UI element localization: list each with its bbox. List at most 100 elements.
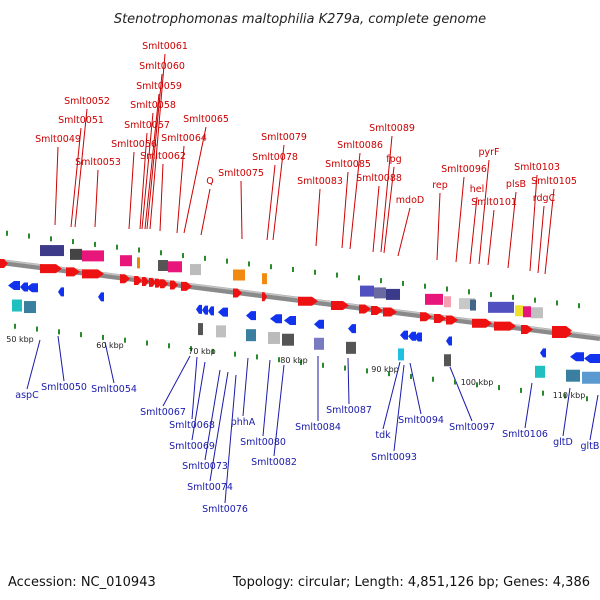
gene-label-gltb: gltB <box>581 441 600 452</box>
leader-smlt0062 <box>159 163 164 232</box>
feature-block <box>24 301 36 314</box>
leader-smlt0097 <box>449 366 473 422</box>
leader-smlt0101 <box>487 209 495 266</box>
feature-block <box>314 337 324 350</box>
feature-block <box>566 369 580 382</box>
scale-label: 80 kbp <box>280 356 308 365</box>
feature-block <box>246 329 256 342</box>
feature-block <box>535 365 545 378</box>
leader-smlt0079 <box>272 144 285 241</box>
leader-lines <box>26 53 599 504</box>
upper-tick <box>292 266 294 272</box>
reverse-gene-arrow <box>584 353 600 363</box>
leader-smlt0082 <box>273 364 285 457</box>
lower-tick <box>542 390 544 396</box>
reverse-gene-arrow <box>196 304 202 314</box>
accession-text: Accession: NC_010943 <box>8 575 156 590</box>
leader-smlt0078 <box>266 164 276 241</box>
upper-tick <box>248 261 250 267</box>
gene-label-fpg: fpg <box>386 154 401 165</box>
leader-smlt0076 <box>224 374 237 504</box>
feature-block <box>198 323 203 336</box>
gene-label-smlt0101: Smlt0101 <box>471 197 517 208</box>
gene-label-smlt0088: Smlt0088 <box>356 173 402 184</box>
forward-gene-arrow <box>160 279 168 289</box>
feature-block <box>216 325 226 338</box>
gene-label-aspc: aspC <box>15 390 39 401</box>
leader-smlt0093 <box>393 364 405 452</box>
gene-label-rdgc: rdgC <box>533 193 556 204</box>
gene-label-q: Q <box>206 176 213 187</box>
lower-tick <box>256 354 258 360</box>
reverse-gene-arrow <box>246 311 256 321</box>
lower-tick <box>410 373 412 379</box>
gene-label-smlt0060: Smlt0060 <box>139 61 185 72</box>
lower-tick <box>564 393 566 399</box>
gene-label-smlt0051: Smlt0051 <box>58 115 104 126</box>
reverse-gene-arrow <box>98 292 104 302</box>
leader-smlt0054 <box>104 341 115 384</box>
leader-smlt0074 <box>209 371 229 482</box>
leader-pyrf <box>478 159 490 265</box>
upper-tick <box>72 239 74 245</box>
upper-tick <box>402 280 404 286</box>
feature-block <box>386 288 400 300</box>
upper-tick <box>490 292 492 298</box>
feature-block <box>168 261 182 273</box>
leader-smlt0089 <box>380 135 393 253</box>
feature-block <box>488 301 514 313</box>
feature-block <box>425 293 443 305</box>
upper-tick <box>28 233 30 239</box>
lower-tick <box>454 379 456 385</box>
forward-gene-arrow <box>552 325 572 335</box>
lower-tick <box>344 365 346 371</box>
leader-smlt0056 <box>128 151 135 230</box>
upper-tick <box>336 272 338 278</box>
forward-gene-arrow <box>120 274 130 284</box>
lower-tick <box>388 371 390 377</box>
lower-tick <box>586 396 588 402</box>
lower-tick <box>36 326 38 332</box>
forward-gene-arrow <box>40 264 62 274</box>
reverse-gene-arrow <box>270 314 282 324</box>
reverse-gene-arrow <box>20 282 28 292</box>
forward-gene-arrow <box>82 269 104 279</box>
leader-smlt0085 <box>341 171 349 249</box>
gene-label-smlt0084: Smlt0084 <box>295 422 341 433</box>
feature-block <box>470 299 476 311</box>
gene-label-smlt0061: Smlt0061 <box>142 41 188 52</box>
reverse-gene-arrow <box>8 281 20 291</box>
gene-features <box>0 245 600 384</box>
leader-smlt0068 <box>191 356 198 420</box>
reverse-gene-arrow <box>208 306 214 316</box>
upper-tick <box>314 269 316 275</box>
forward-gene-arrow <box>262 292 267 302</box>
forward-gene-arrow <box>149 277 156 287</box>
map-title: Stenotrophomonas maltophilia K279a, comp… <box>114 12 486 27</box>
gene-label-smlt0069: Smlt0069 <box>169 441 215 452</box>
forward-gene-arrow <box>134 275 142 285</box>
gene-label-rep: rep <box>432 180 448 191</box>
upper-tick <box>468 289 470 295</box>
leader-hel <box>469 196 478 265</box>
feature-block <box>268 331 280 344</box>
feature-block <box>12 299 22 312</box>
reverse-gene-arrow <box>284 315 296 325</box>
upper-tick <box>94 241 96 247</box>
gene-label-smlt0062: Smlt0062 <box>140 151 186 162</box>
leader-smlt0094 <box>409 362 422 415</box>
lower-tick <box>80 332 82 338</box>
leader-smlt0053 <box>94 169 99 228</box>
lower-tick <box>190 346 192 352</box>
leader-smlt0103 <box>529 174 538 272</box>
feature-block <box>282 333 294 346</box>
feature-block <box>158 260 168 272</box>
lower-tick <box>212 348 214 354</box>
leader-smlt0065 <box>183 126 207 234</box>
leader-smlt0073 <box>204 369 221 461</box>
lower-tick <box>366 368 368 374</box>
forward-gene-arrow <box>66 267 80 277</box>
gene-label-smlt0086: Smlt0086 <box>337 140 383 151</box>
forward-gene-arrow <box>359 304 371 314</box>
forward-gene-arrow <box>0 259 8 268</box>
